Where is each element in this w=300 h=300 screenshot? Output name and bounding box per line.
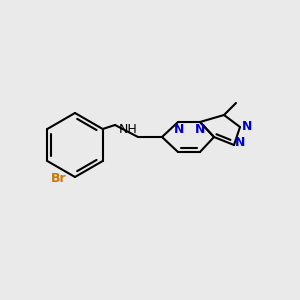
Text: N: N <box>195 123 205 136</box>
Text: Br: Br <box>51 172 67 184</box>
Text: NH: NH <box>118 123 137 136</box>
Text: N: N <box>242 121 252 134</box>
Text: N: N <box>235 136 245 149</box>
Text: N: N <box>174 123 184 136</box>
